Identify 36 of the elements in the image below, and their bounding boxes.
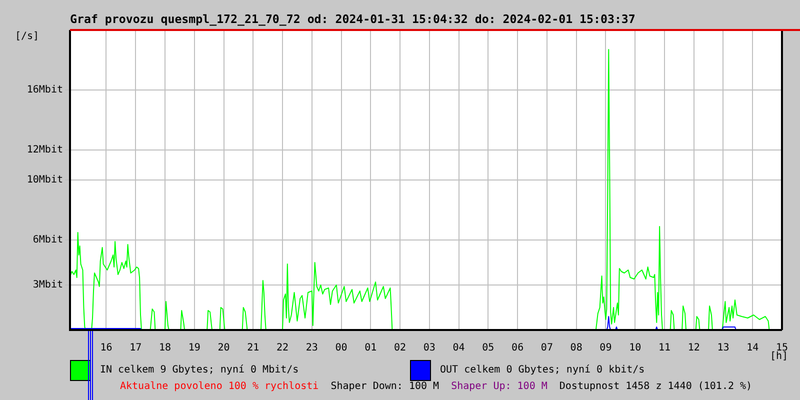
x-tick-label: 12	[688, 342, 700, 354]
y-tick-label: 10Mbit	[26, 174, 63, 186]
x-tick-label: 04	[452, 342, 465, 354]
x-tick-label: 16	[100, 342, 112, 354]
x-tick-label: 17	[130, 342, 142, 354]
x-tick-label: 20	[218, 342, 230, 354]
y-tick-label: 12Mbit	[26, 144, 63, 156]
x-tick-label: 13	[717, 342, 730, 354]
x-tick-label: 14	[746, 342, 759, 354]
x-tick-label: 10	[629, 342, 642, 354]
x-tick-label: 22	[276, 342, 289, 354]
x-tick-label: 01	[364, 342, 377, 354]
x-tick-label: 08	[570, 342, 582, 354]
y-axis-title: [/s]	[15, 31, 40, 43]
x-tick-label: 03	[423, 342, 436, 354]
y-tick-label: 6Mbit	[32, 234, 63, 246]
legend-label: IN celkem 9 Gbytes; nyní 0 Mbit/s	[100, 364, 299, 376]
text: Dostupnost 1458 z 1440 (101.2 %)	[559, 381, 752, 392]
chart-title: Graf provozu quesmpl_172_21_70_72 od: 2024-01-31 15:04:32 do: 2024-02-01 15:03:37	[70, 12, 636, 26]
x-tick-label: 21	[247, 342, 260, 354]
x-tick-label: 11	[658, 342, 670, 354]
x-tick-label: 07	[540, 342, 553, 354]
text: Shaper Up: 100 M	[451, 381, 548, 392]
x-tick-label: 23	[306, 342, 318, 354]
x-tick-label: 18	[158, 342, 172, 354]
y-tick-label: 16Mbit	[26, 84, 63, 96]
text: Aktualne povoleno 100 % rychlosti	[120, 381, 319, 392]
x-tick-label: 09	[600, 342, 612, 354]
x-tick-label: 02	[394, 342, 406, 354]
y-tick-label: 3Mbit	[32, 280, 63, 291]
x-tick-label: 06	[512, 342, 524, 354]
x-tick-label: 05	[482, 342, 494, 354]
legend-label: OUT celkem 0 Gbytes; nyní 0 kbit/s	[440, 364, 645, 376]
x-tick-label: 00	[335, 342, 348, 354]
text: Shaper Down: 100 M	[330, 381, 440, 392]
x-tick-label: 19	[188, 342, 200, 354]
